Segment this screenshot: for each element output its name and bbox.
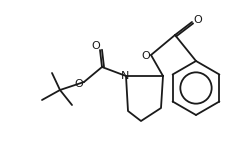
Text: N: N [121,71,129,81]
Text: O: O [75,79,83,89]
Text: O: O [92,41,100,51]
Text: O: O [194,15,202,25]
Text: O: O [142,51,150,61]
